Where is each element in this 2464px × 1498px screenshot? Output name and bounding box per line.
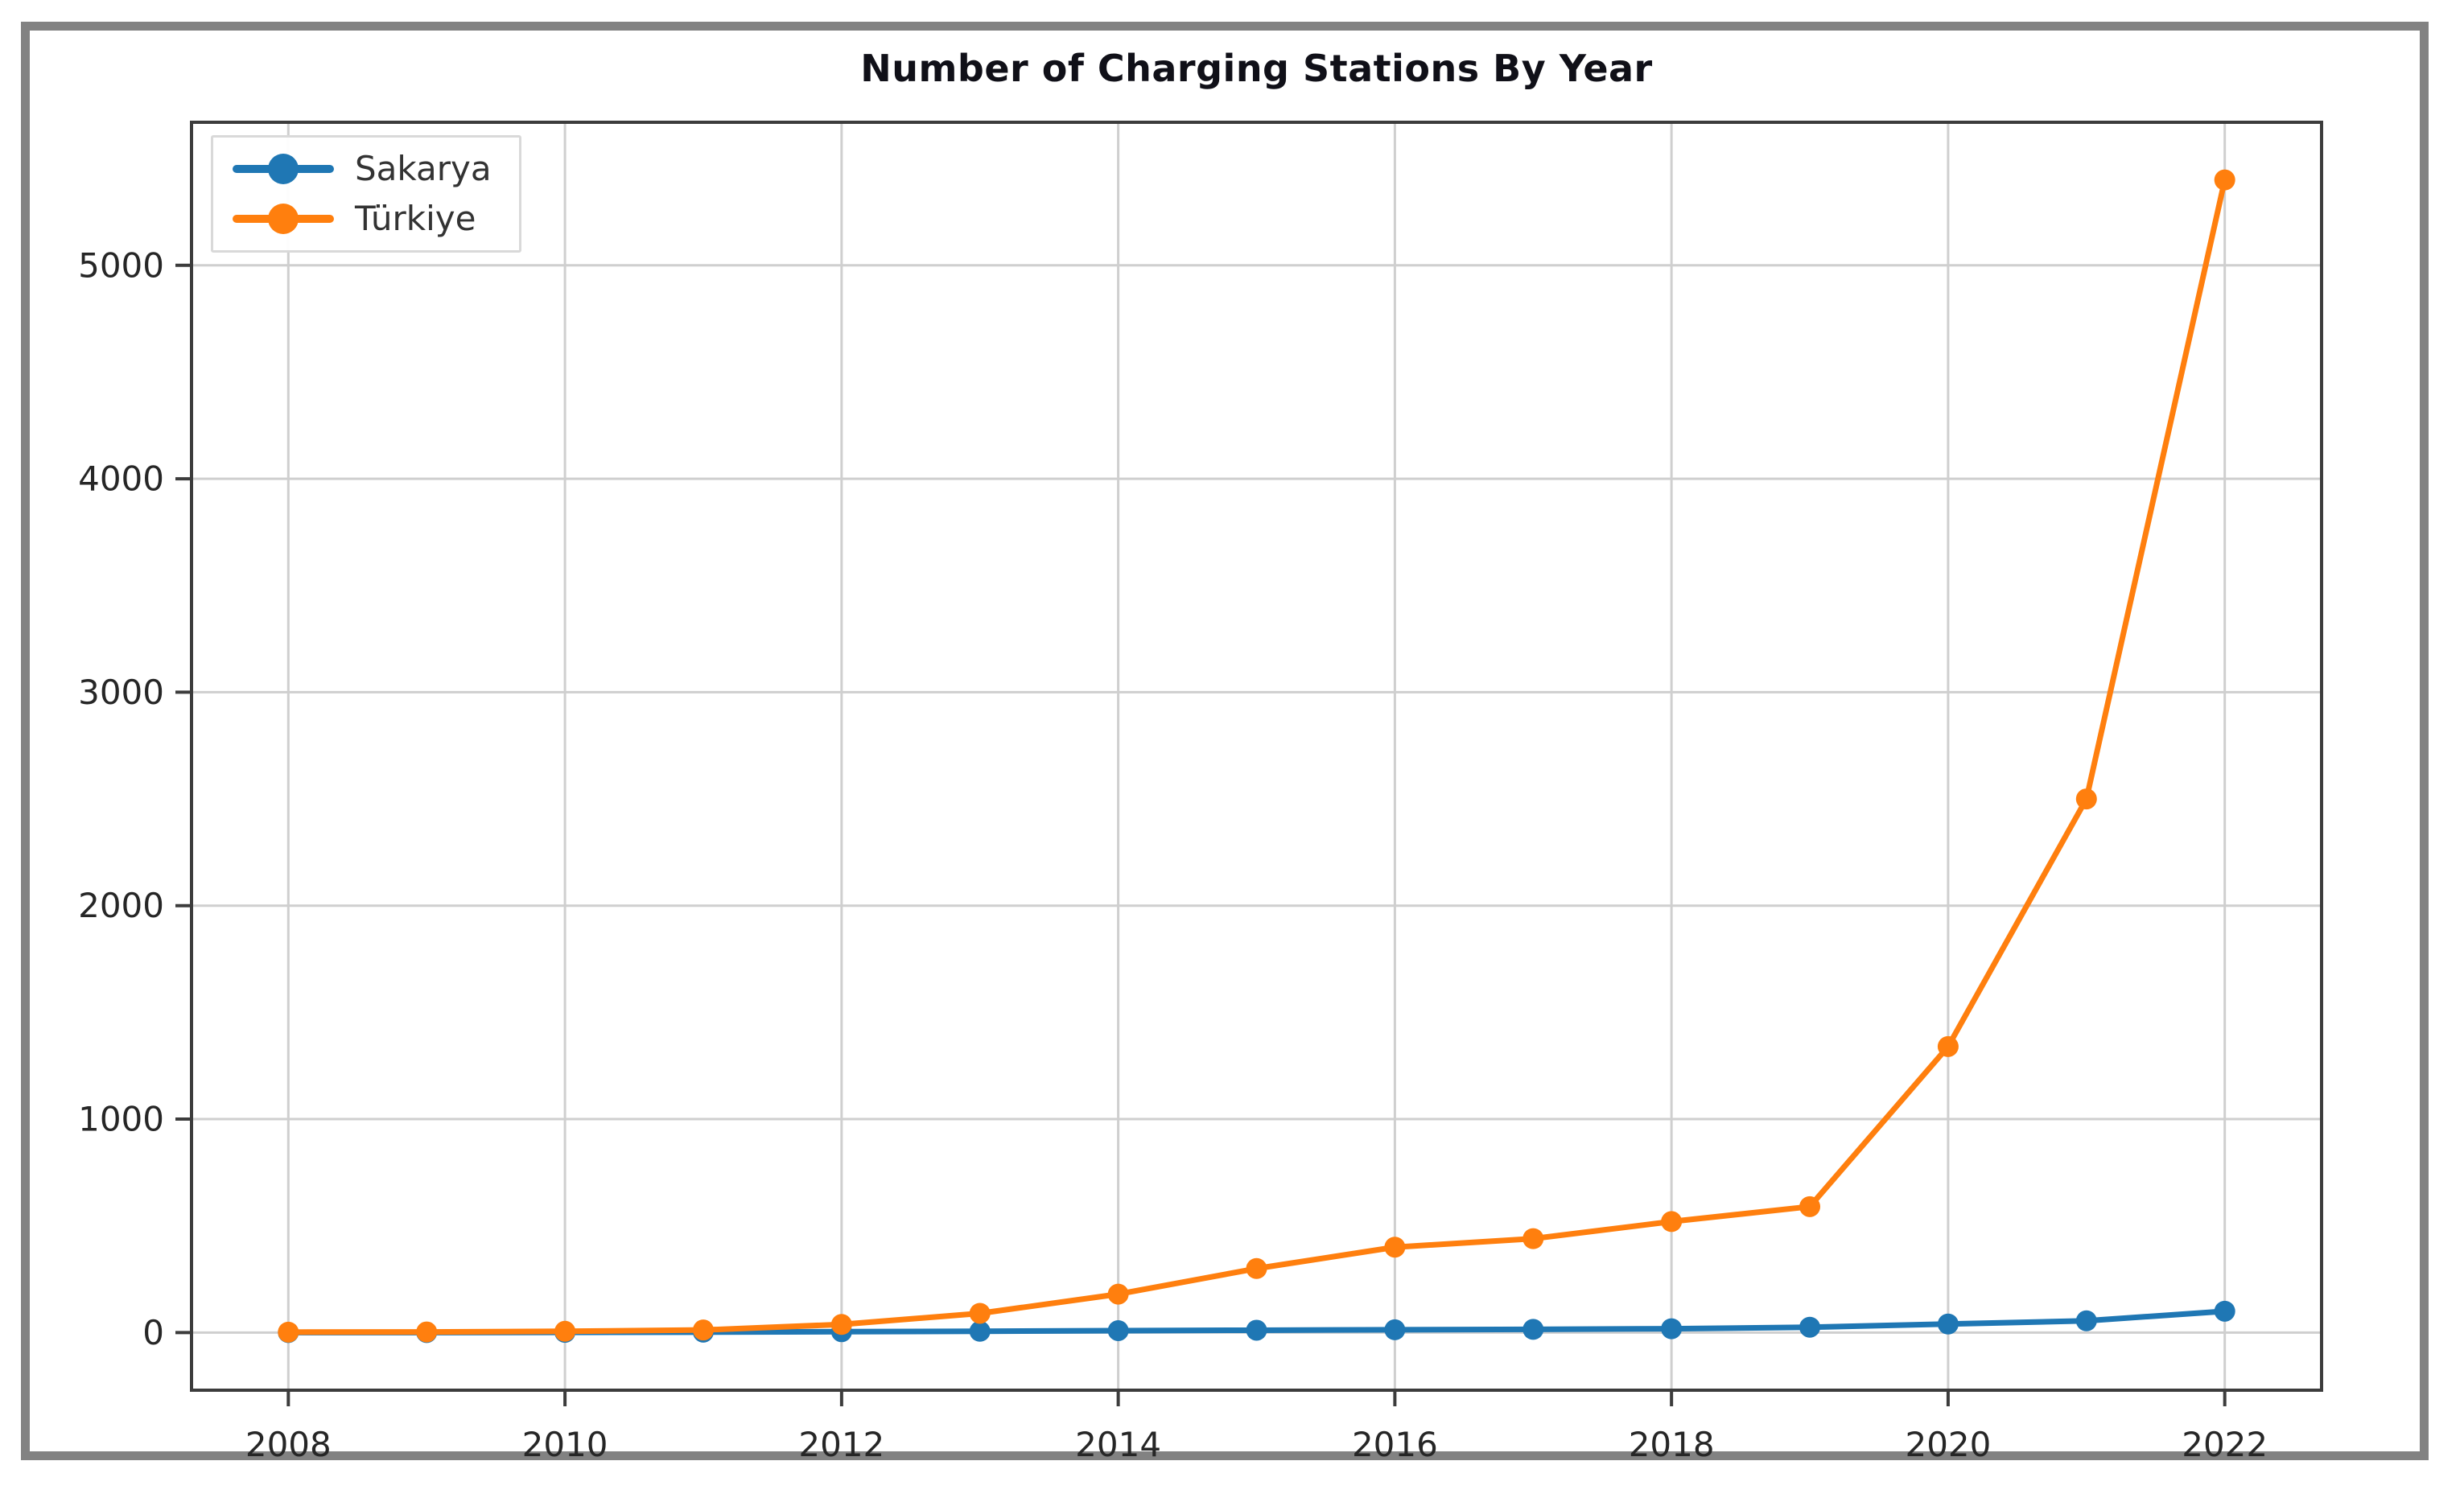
legend: Sakarya Türkiye	[211, 135, 521, 253]
x-tick-label: 2010	[522, 1425, 608, 1464]
x-tick-label: 2014	[1075, 1425, 1161, 1464]
sakarya-marker	[1384, 1319, 1406, 1340]
y-tick-label: 3000	[78, 673, 164, 712]
trkiye-marker	[1107, 1283, 1129, 1305]
trkiye-marker	[1246, 1257, 1267, 1279]
axes-frame	[190, 121, 2323, 1392]
sakarya-marker	[1246, 1319, 1267, 1341]
trkiye-line	[288, 179, 2228, 1335]
legend-item-sakarya: Sakarya	[233, 152, 492, 186]
sakarya-legend-swatch-icon	[233, 153, 334, 185]
trkiye-marker	[278, 1321, 299, 1343]
chart-title: Number of Charging Stations By Year	[860, 47, 1653, 90]
x-tick-label: 2018	[1629, 1425, 1715, 1464]
trkiye-marker	[830, 1314, 852, 1335]
trkiye-marker	[1384, 1237, 1406, 1258]
y-tick-label: 5000	[78, 245, 164, 285]
y-tick-label: 4000	[78, 459, 164, 499]
trkiye-legend-swatch-icon	[233, 203, 334, 235]
trkiye-marker	[554, 1320, 576, 1342]
x-tick-label: 2012	[798, 1425, 884, 1464]
trkiye-marker	[969, 1303, 991, 1324]
trkiye-marker	[2075, 788, 2097, 810]
trkiye-marker	[1522, 1228, 1544, 1249]
y-tick-label: 1000	[78, 1100, 164, 1139]
sakarya-marker	[1107, 1319, 1129, 1341]
trkiye-marker	[692, 1319, 714, 1341]
sakarya-marker	[1799, 1316, 1821, 1338]
sakarya-marker	[2075, 1310, 2097, 1331]
trkiye-marker	[1799, 1196, 1821, 1217]
trkiye-marker	[416, 1321, 438, 1343]
legend-label-trkiye: Türkiye	[355, 199, 476, 238]
trkiye-marker	[2214, 169, 2235, 191]
x-tick-label: 2020	[1905, 1425, 1991, 1464]
x-tick-label: 2008	[245, 1425, 332, 1464]
y-tick-label: 2000	[78, 886, 164, 925]
sakarya-marker	[969, 1320, 991, 1342]
y-tick-label: 0	[142, 1313, 164, 1352]
legend-item-trkiye: Türkiye	[233, 202, 492, 236]
sakarya-marker	[1661, 1318, 1683, 1340]
sakarya-marker	[1937, 1313, 1959, 1335]
sakarya-marker	[2214, 1300, 2235, 1322]
legend-label-sakarya: Sakarya	[355, 149, 492, 188]
x-tick-label: 2016	[1352, 1425, 1438, 1464]
x-tick-label: 2022	[2182, 1425, 2268, 1464]
sakarya-marker	[1522, 1319, 1544, 1340]
trkiye-marker	[1661, 1211, 1683, 1233]
trkiye-marker	[1937, 1035, 1959, 1057]
